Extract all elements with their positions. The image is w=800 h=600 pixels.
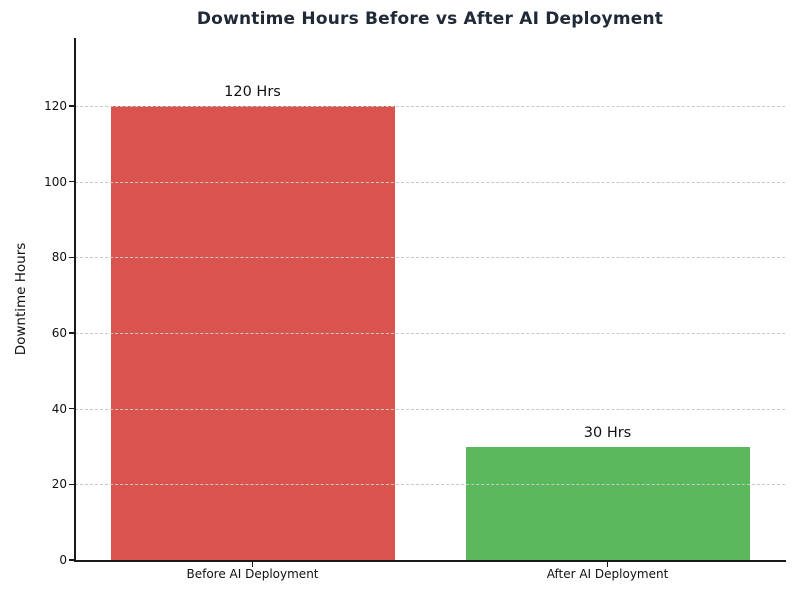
y-tick-label: 80 <box>51 250 67 265</box>
bar-1 <box>465 446 750 560</box>
x-axis-spine <box>74 560 786 562</box>
y-axis-tick <box>69 180 74 183</box>
gridline <box>75 181 785 183</box>
chart-title: Downtime Hours Before vs After AI Deploy… <box>196 9 664 29</box>
x-axis-tick <box>606 562 609 567</box>
y-axis-title: Downtime Hours <box>13 242 29 356</box>
y-tick-label: 0 <box>59 553 67 567</box>
gridline <box>75 484 785 486</box>
plot-area: 120 Hrs Before AI Deployment 30 Hrs After A… <box>44 38 786 581</box>
x-tick-label: After AI Deployment <box>546 567 669 581</box>
y-tick-label: 120 <box>44 99 67 114</box>
gridline <box>75 333 785 335</box>
gridline <box>75 408 785 410</box>
y-axis-tick <box>69 332 74 334</box>
y-axis-tick <box>69 256 74 259</box>
y-axis-tick <box>69 483 74 486</box>
bar-value-label: 30 Hrs <box>583 424 632 441</box>
y-tick-label: 40 <box>51 401 67 416</box>
y-axis-tick <box>69 559 74 561</box>
y-axis-spine <box>74 38 76 561</box>
gridline <box>75 257 785 259</box>
y-tick-label: 20 <box>51 477 67 492</box>
bar-value-label: 120 Hrs <box>224 84 281 101</box>
y-axis-tick <box>69 105 74 107</box>
x-axis-tick <box>251 562 254 567</box>
y-tick-label: 100 <box>44 174 67 189</box>
y-tick-label: 60 <box>51 326 67 341</box>
x-tick-label: Before AI Deployment <box>186 567 319 581</box>
y-axis-tick <box>69 407 74 410</box>
gridline <box>75 106 785 108</box>
